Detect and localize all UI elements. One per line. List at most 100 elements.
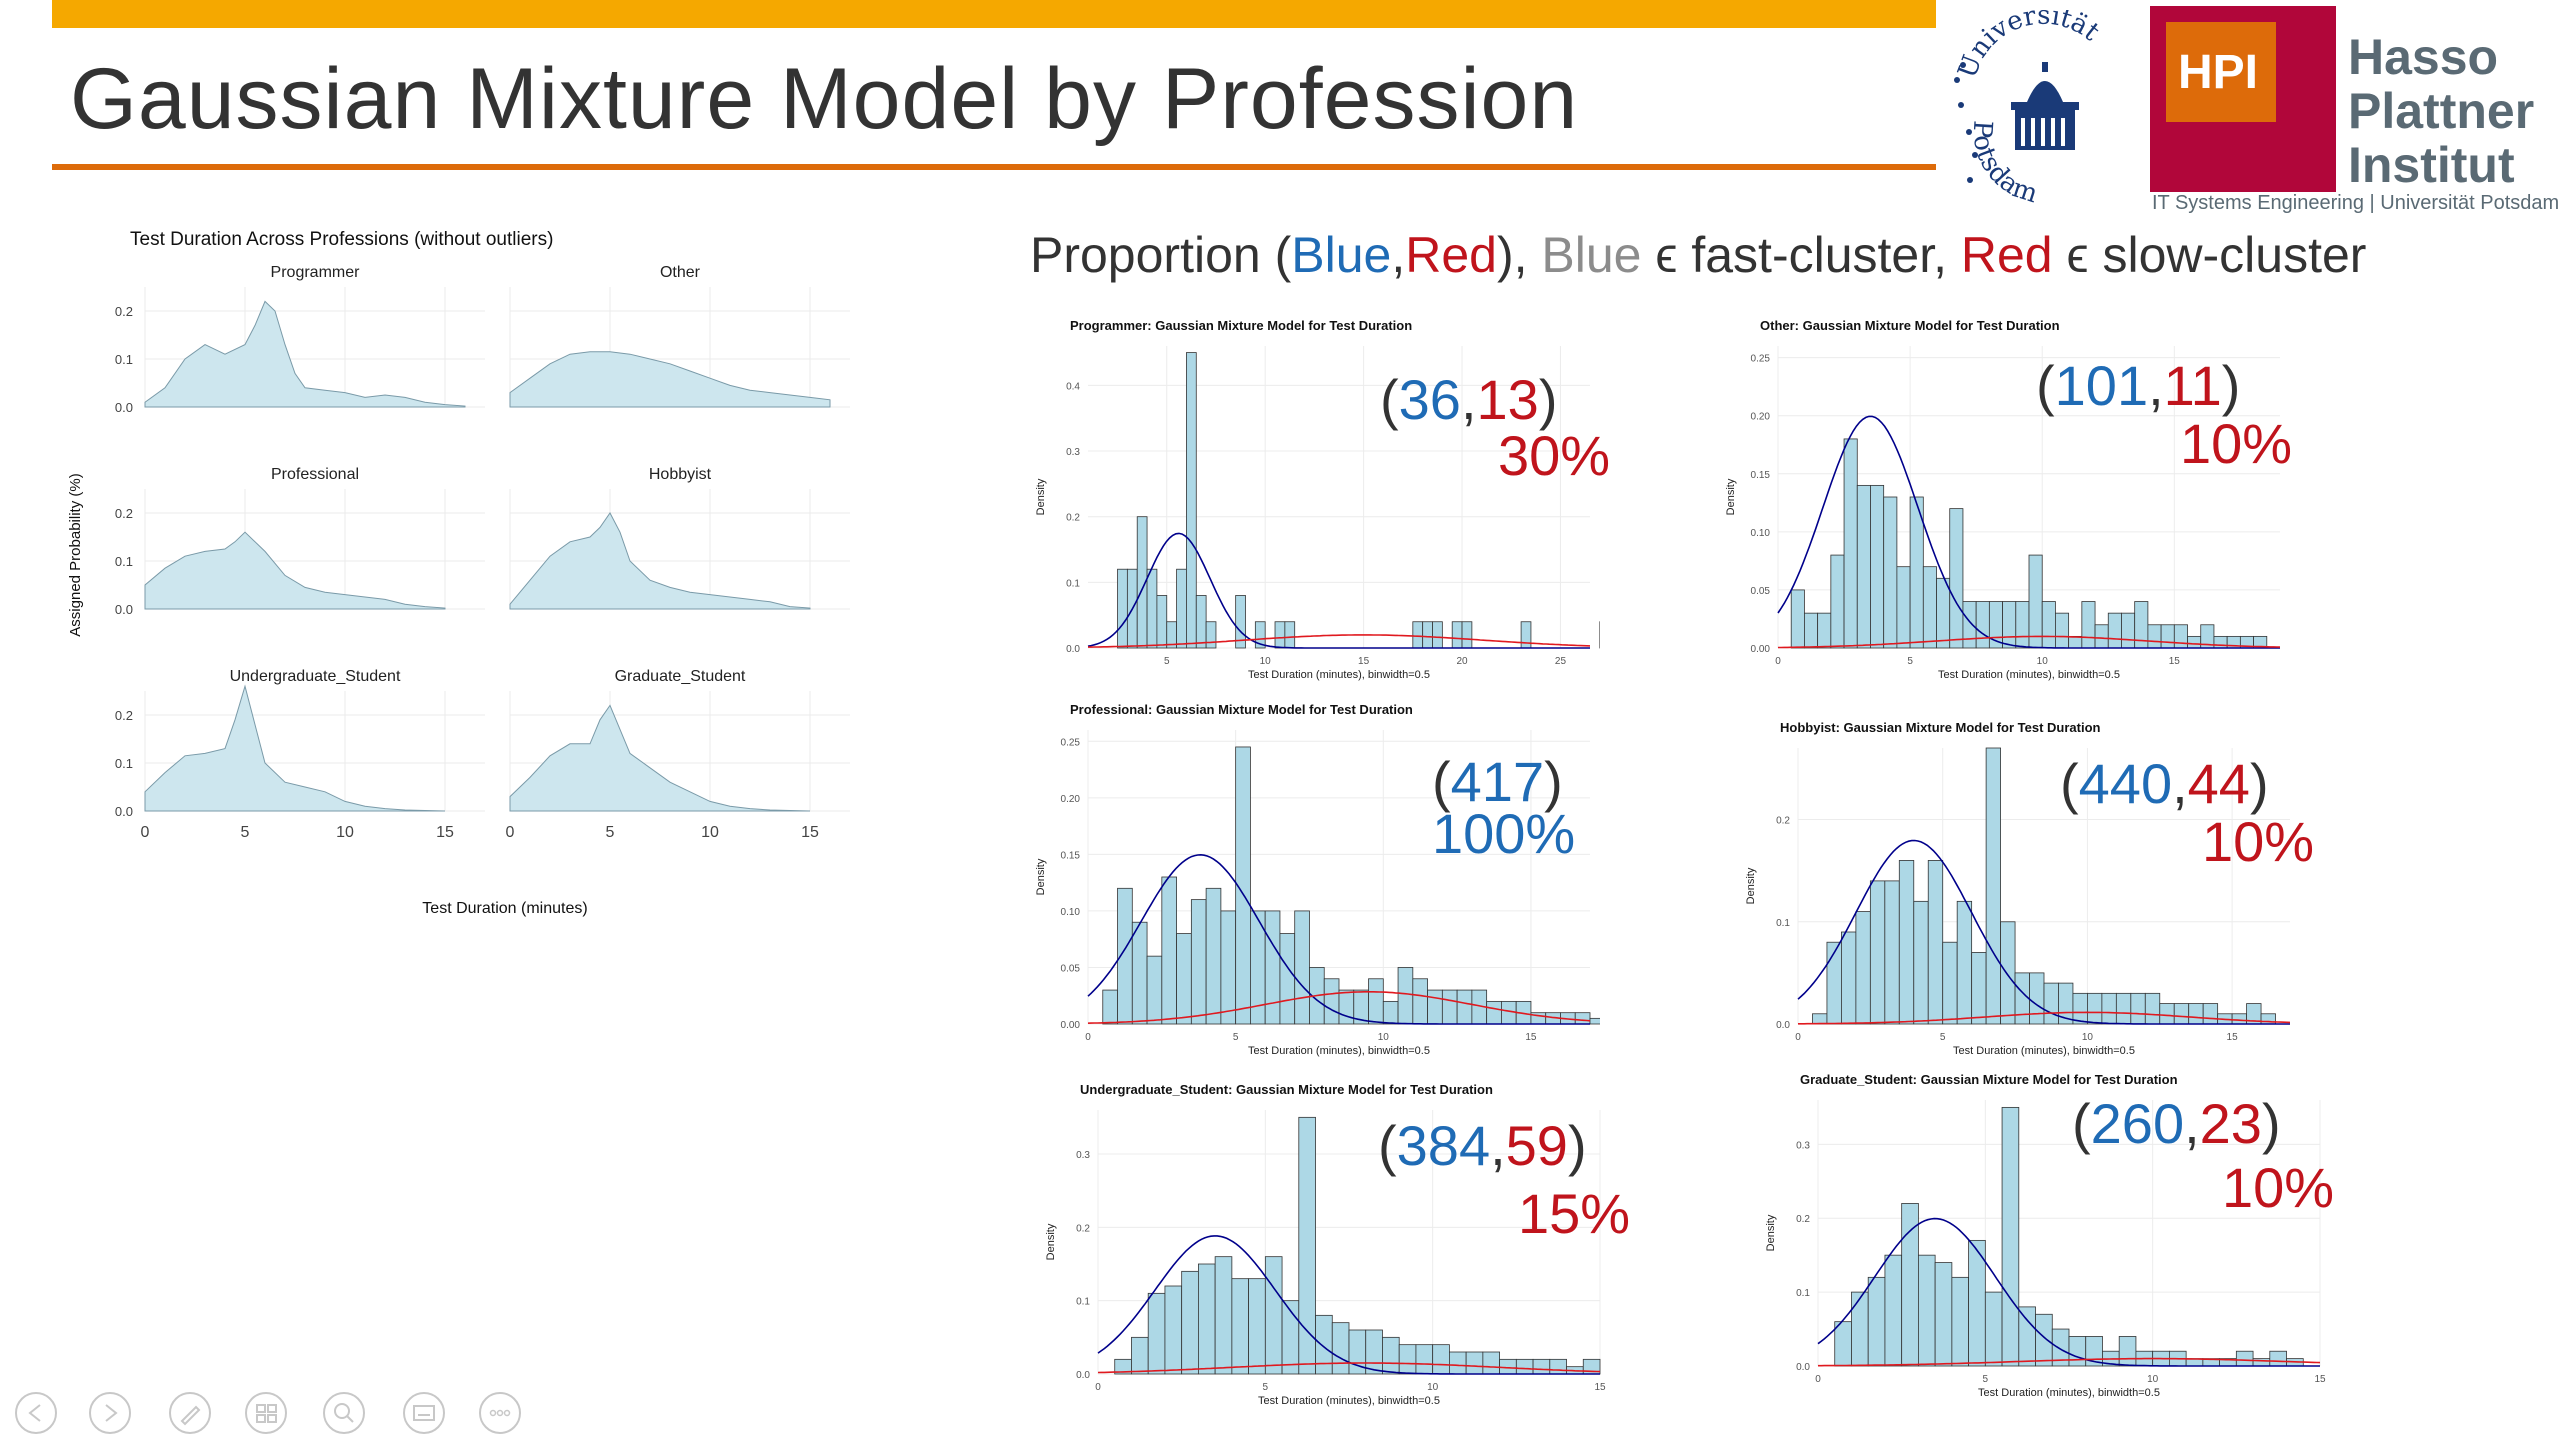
ann-red-count: 23	[2199, 1092, 2262, 1155]
ann-sep: ,	[1490, 1114, 1506, 1177]
x-tick-label: 15	[2169, 656, 2181, 667]
y-tick-label: 0.20	[1061, 794, 1081, 805]
x-tick-label: 0	[1095, 1382, 1101, 1393]
overview-density-chart: Test Duration Across Professions (withou…	[67, 229, 850, 917]
histogram-bar	[1254, 621, 1266, 649]
histogram-bar	[1884, 880, 1900, 1025]
x-tick-label: 0	[506, 824, 515, 841]
histogram-bar	[2001, 1106, 2020, 1367]
gmm-title: Programmer: Gaussian Mixture Model for T…	[1070, 318, 1412, 333]
hpi-logo-text: HPI	[2178, 46, 2258, 99]
svg-text:Universität: Universität	[1953, 10, 2106, 82]
histogram-bar	[1214, 1256, 1233, 1375]
nav-next-icon[interactable]	[89, 1392, 131, 1434]
histogram-bar	[1949, 508, 1964, 649]
x-tick-label: 5	[1940, 1032, 1946, 1043]
annotation-other: (101,11)	[2036, 358, 2240, 414]
y-axis-label: Density	[1725, 478, 1737, 515]
ann-sep: ,	[1460, 368, 1477, 431]
gmm-chart-undergraduate: Undergraduate_Student: Gaussian Mixture …	[1045, 1082, 1606, 1407]
histogram-bar	[1549, 1358, 1567, 1375]
histogram-bar	[1841, 931, 1857, 1025]
histogram-bar	[1589, 1017, 1600, 1025]
histogram-bar	[1279, 933, 1296, 1025]
more-options-icon[interactable]	[479, 1392, 521, 1434]
gmm-chart-professional: Professional: Gaussian Mixture Model for…	[1035, 702, 1600, 1057]
histogram-bar	[1231, 1278, 1250, 1375]
x-tick-label: 0	[1815, 1374, 1821, 1385]
histogram-bar	[1917, 1254, 1936, 1367]
histogram-bar	[1398, 1344, 1417, 1375]
histogram-bar	[1843, 438, 1858, 649]
histogram-bar	[2094, 624, 2109, 649]
histogram-bar	[1274, 621, 1286, 649]
ann-close: )	[1567, 1114, 1587, 1177]
hpi-logo: HPI	[2150, 6, 2336, 192]
histogram-bar	[1235, 595, 1246, 649]
histogram-bar	[1951, 1276, 1970, 1367]
prop-blue-2: Blue	[1541, 227, 1642, 283]
y-tick-label: 0.2	[1776, 816, 1790, 827]
x-tick-label: 15	[1358, 656, 1370, 667]
zoom-icon[interactable]	[323, 1392, 365, 1434]
pen-icon[interactable]	[169, 1392, 211, 1434]
ann-sep: ,	[2148, 354, 2164, 417]
gmm-chart-graduate: Graduate_Student: Gaussian Mixture Model…	[1765, 1072, 2326, 1399]
histogram-bar	[1197, 1263, 1216, 1375]
y-axis-label: Density	[1745, 867, 1757, 904]
histogram-bar	[2130, 992, 2146, 1025]
slow-cluster-curve	[1818, 1357, 2321, 1367]
facet-panel: Professional 0.0 0.1 0.2	[115, 466, 485, 617]
histogram-bar	[1323, 978, 1340, 1025]
annotation-graduate: (260,23)	[2072, 1096, 2281, 1152]
histogram-bar	[1790, 589, 1805, 649]
nav-prev-icon[interactable]	[15, 1392, 57, 1434]
overview-title: Test Duration Across Professions (withou…	[130, 229, 553, 250]
ann-close: )	[2261, 1092, 2281, 1155]
histogram-bar	[2115, 992, 2132, 1025]
histogram-bar	[2160, 624, 2175, 649]
density-area	[509, 704, 811, 812]
histogram-bar	[1461, 621, 1473, 649]
histogram-bar	[1441, 989, 1458, 1025]
ann-blue-count: 101	[2054, 354, 2149, 417]
slides-icon[interactable]	[245, 1392, 287, 1434]
histogram-bar	[1284, 621, 1296, 649]
x-axis-label: Test Duration (minutes), binwidth=0.5	[1938, 669, 2120, 681]
subtitles-icon[interactable]	[403, 1392, 445, 1434]
histogram-bar	[1962, 601, 1977, 649]
title-underline	[52, 164, 1936, 170]
prop-mid: ϵ fast-cluster,	[1641, 227, 1961, 283]
histogram-bar	[1922, 566, 1937, 649]
histogram-bar	[1146, 955, 1163, 1025]
x-tick-label: 5	[1263, 1382, 1269, 1393]
annotation-professional-pct: 100%	[1432, 802, 1576, 865]
proportion-legend: Proportion (Blue,Red), Blue ϵ fast-clust…	[1030, 226, 2366, 284]
density-area	[144, 531, 446, 610]
histogram-bar	[2144, 992, 2161, 1025]
histogram-bar	[1520, 621, 1532, 649]
y-tick-label: 0.1	[115, 756, 133, 771]
histogram-bar	[2029, 972, 2045, 1025]
histogram-bar	[1532, 1358, 1551, 1375]
panel-background	[1088, 346, 1590, 648]
histogram-bar	[2018, 1306, 2036, 1367]
histogram-bar	[1804, 612, 1819, 649]
slow-cluster-curve	[1087, 991, 1591, 1024]
histogram-bar	[1415, 1344, 1434, 1375]
x-tick-label: 15	[1525, 1032, 1537, 1043]
hpi-name: Hasso Plattner Institut	[2348, 30, 2534, 192]
histogram-bar	[1422, 621, 1433, 649]
y-tick-label: 0.0	[1796, 1362, 1810, 1373]
ann-close: )	[2221, 354, 2241, 417]
x-axis-label: Test Duration (minutes), binwidth=0.5	[1248, 1045, 1430, 1057]
hpi-subtitle: IT Systems Engineering | Universität Pot…	[2152, 192, 2560, 214]
ann-blue-count: 260	[2090, 1092, 2185, 1155]
annotation-undergraduate: (384,59)	[1378, 1118, 1587, 1174]
y-tick-label: 0.2	[1796, 1214, 1810, 1225]
histogram-bar	[2068, 1336, 2087, 1367]
gmm-title: Hobbyist: Gaussian Mixture Model for Tes…	[1780, 720, 2101, 735]
slow-cluster-curve	[1097, 1362, 1601, 1374]
histogram-bar	[1412, 978, 1428, 1025]
histogram-bar	[1176, 933, 1192, 1025]
